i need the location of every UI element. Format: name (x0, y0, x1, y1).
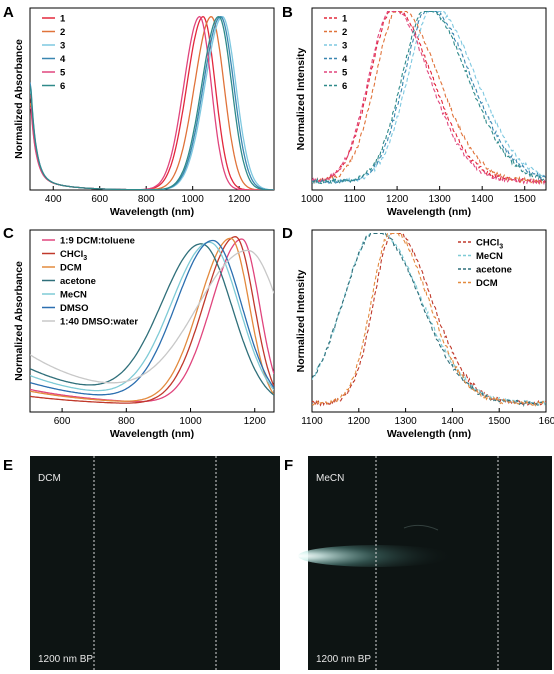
panel-label-d: D (282, 225, 293, 242)
plot-frame (311, 7, 547, 191)
chart-panel-c: 600 800 1000 1200 Wavelength (nm) Normalized … (13, 229, 275, 440)
x-tick-label: 1100 (344, 194, 366, 205)
panel-label-a: A (3, 4, 14, 21)
panel-label-e: E (3, 457, 13, 474)
nir-image-f: MeCN 1200 nm BP (298, 456, 552, 670)
series-line-acetone (30, 243, 274, 396)
series-line-chcl3 (312, 232, 546, 407)
nir-image-e: DCM 1200 nm BP (30, 456, 280, 670)
x-tick-label: 1200 (386, 194, 409, 205)
series-line-3 (30, 16, 274, 190)
legend-label: 1 (342, 14, 348, 25)
series-line-4 (312, 10, 546, 185)
series-line-chcl3 (30, 236, 274, 404)
panel-label-b: B (282, 4, 293, 21)
legend-label: DMSO (60, 303, 89, 314)
legend-label: 3 (342, 41, 347, 52)
series-line-mecn (30, 241, 274, 392)
x-axis-label: Wavelength (nm) (110, 428, 194, 440)
legend-label: CHCl3 (476, 238, 503, 251)
legend-label: DCM (476, 278, 498, 289)
chart-panel-a: 400 600 800 1000 1200 Wavelength (nm) Normaliz… (13, 7, 275, 218)
y-axis-label: Normalized Intensity (295, 48, 307, 151)
legend-label: 3 (60, 41, 65, 52)
legend-label: 6 (60, 81, 65, 92)
legend-label: acetone (60, 276, 96, 287)
x-tick-label: 600 (54, 416, 71, 427)
image-solvent-label: DCM (38, 473, 61, 484)
legend-label: 2 (342, 27, 347, 38)
x-tick-label: 160 (539, 416, 554, 427)
faint-arc (403, 524, 439, 531)
legend-label: acetone (476, 265, 512, 276)
legend-label: MeCN (60, 290, 87, 301)
series-line-mecn (312, 232, 546, 406)
legend-label: 1:9 DCM:toluene (60, 236, 135, 247)
legend-label: 1:40 DMSO:water (60, 317, 138, 328)
series-line-5 (30, 15, 274, 190)
chart-panel-d: 1100 1200 1300 1400 1500 160 Wavelength (nm) No… (295, 229, 554, 440)
x-tick-label: 1400 (471, 194, 494, 205)
legend-label: DCM (60, 263, 82, 274)
series-line-dmso (30, 239, 274, 396)
x-tick-label: 1000 (182, 194, 205, 205)
series-line-1-9-dcm-toluene (30, 238, 274, 403)
legend-label: 6 (342, 81, 347, 92)
legend-label: 2 (60, 27, 65, 38)
series-line-1-40-dmso-water (30, 249, 274, 384)
legend-label: 4 (342, 54, 348, 65)
x-tick-label: 800 (138, 194, 155, 205)
legend-label: MeCN (476, 251, 503, 262)
x-axis-label: Wavelength (nm) (387, 206, 471, 218)
legend-label: 1 (60, 14, 66, 25)
series-line-2 (30, 16, 274, 190)
x-tick-label: 1100 (301, 416, 323, 427)
series-line-dcm (30, 237, 274, 402)
legend-label: 5 (342, 68, 348, 79)
panel-label-f: F (284, 457, 293, 474)
x-axis-label: Wavelength (nm) (110, 206, 194, 218)
y-axis-label: Normalized Intensity (295, 270, 307, 373)
x-tick-label: 1400 (441, 416, 464, 427)
x-tick-label: 1000 (301, 194, 324, 205)
x-tick-label: 1300 (394, 416, 417, 427)
x-tick-label: 1200 (228, 194, 251, 205)
series-line-1 (30, 15, 274, 190)
image-solvent-label: MeCN (316, 473, 344, 484)
x-tick-label: 1500 (514, 194, 537, 205)
x-tick-label: 1500 (488, 416, 511, 427)
x-tick-label: 1200 (244, 416, 267, 427)
series-line-dcm (312, 232, 546, 407)
legend-label: 4 (60, 54, 66, 65)
panel-label-c: C (3, 225, 14, 242)
image-background (30, 456, 280, 670)
legend-label: CHCl3 (60, 249, 87, 262)
x-tick-label: 1200 (348, 416, 371, 427)
x-tick-label: 800 (118, 416, 135, 427)
x-tick-label: 600 (91, 194, 108, 205)
y-axis-label: Normalized Absorbance (13, 39, 25, 159)
x-tick-label: 400 (45, 194, 62, 205)
x-tick-label: 1300 (429, 194, 452, 205)
y-axis-label: Normalized Absorbance (13, 261, 25, 381)
chart-panel-b: 1000 1100 1200 1300 1400 1500 Wavelength (nm) N… (295, 7, 547, 218)
x-axis-label: Wavelength (nm) (387, 428, 471, 440)
plot-frame (29, 229, 275, 413)
series-line-6 (312, 10, 546, 186)
legend-label: 5 (60, 68, 66, 79)
series-line-2 (312, 10, 546, 185)
series-line-acetone (312, 232, 546, 408)
x-tick-label: 1000 (179, 416, 202, 427)
series-line-6 (30, 16, 274, 190)
series-line-1 (312, 10, 546, 185)
plot-frame (311, 229, 547, 413)
image-filter-label: 1200 nm BP (316, 654, 371, 665)
image-filter-label: 1200 nm BP (38, 654, 93, 665)
series-line-4 (30, 16, 274, 190)
